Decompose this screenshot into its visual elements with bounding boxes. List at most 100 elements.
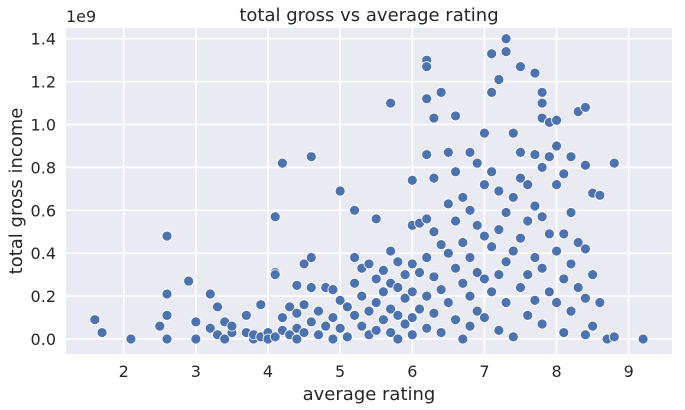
- data-point: [486, 48, 498, 60]
- data-point: [471, 267, 483, 278]
- data-point: [515, 232, 526, 244]
- data-point: [529, 252, 541, 263]
- data-point: [536, 97, 548, 109]
- x-tick-label: 9: [624, 362, 634, 381]
- data-point: [269, 211, 281, 223]
- data-point: [341, 331, 353, 343]
- data-point: [204, 322, 216, 334]
- data-point: [378, 314, 389, 326]
- data-point: [479, 127, 490, 139]
- data-point: [96, 327, 108, 338]
- data-point: [406, 286, 418, 298]
- data-point: [414, 303, 425, 315]
- y-axis-label: total gross income: [6, 108, 27, 275]
- data-point: [515, 172, 526, 184]
- data-point: [313, 305, 324, 317]
- data-point: [392, 256, 404, 268]
- data-point: [305, 316, 317, 328]
- data-point: [464, 146, 476, 158]
- data-point: [536, 318, 548, 330]
- data-point: [363, 305, 375, 317]
- data-point: [507, 127, 519, 139]
- data-point: [305, 151, 317, 163]
- data-point: [421, 149, 433, 160]
- x-tick-labels: 2 3 4 5 6 7 8 9: [119, 362, 634, 381]
- y-tick-labels: 0.0 0.2 0.4 0.6 0.8 1.0 1.2 1.4: [31, 30, 56, 349]
- data-point: [378, 264, 389, 276]
- y-tick-label: 0.0: [31, 330, 56, 349]
- data-point: [392, 282, 404, 293]
- data-point: [435, 239, 447, 251]
- data-point: [334, 322, 346, 334]
- x-tick-label: 7: [479, 362, 489, 381]
- data-point: [277, 312, 288, 323]
- data-point: [450, 110, 461, 122]
- data-point: [450, 262, 461, 274]
- data-point: [190, 316, 202, 328]
- data-point: [385, 303, 397, 315]
- data-point: [240, 309, 252, 321]
- data-point: [486, 166, 498, 178]
- y-tick-label: 1.2: [31, 73, 56, 92]
- data-point: [406, 258, 418, 270]
- data-point: [370, 325, 382, 336]
- data-point: [479, 312, 490, 323]
- data-point: [529, 294, 541, 306]
- data-point: [486, 241, 498, 253]
- data-point: [580, 243, 591, 255]
- chart-title: total gross vs average rating: [239, 5, 498, 26]
- data-point: [529, 67, 541, 79]
- data-point: [349, 277, 360, 289]
- data-point: [363, 258, 375, 270]
- data-point: [543, 286, 555, 298]
- data-point: [565, 151, 577, 163]
- data-point: [305, 282, 317, 293]
- data-point: [327, 312, 339, 323]
- data-point: [428, 307, 440, 319]
- data-point: [399, 318, 411, 330]
- data-point: [219, 333, 231, 345]
- data-point: [457, 277, 469, 289]
- data-point: [493, 224, 505, 236]
- data-point: [212, 301, 223, 313]
- data-point: [298, 299, 310, 311]
- data-point: [543, 228, 555, 240]
- data-point: [320, 320, 332, 332]
- data-point: [428, 172, 440, 184]
- data-point: [543, 151, 555, 163]
- y-tick-label: 0.6: [31, 201, 56, 220]
- data-point: [500, 297, 512, 308]
- data-point: [558, 168, 570, 180]
- data-point: [341, 301, 353, 313]
- data-point: [558, 228, 570, 240]
- data-point: [565, 258, 577, 270]
- data-point: [399, 292, 411, 304]
- data-point: [406, 312, 418, 323]
- data-point: [529, 200, 541, 212]
- data-point: [392, 309, 404, 321]
- data-point: [594, 297, 606, 308]
- data-point: [406, 329, 418, 341]
- data-point: [479, 179, 490, 190]
- data-point: [450, 166, 461, 178]
- data-point: [378, 286, 389, 298]
- data-point: [399, 269, 411, 281]
- data-point: [464, 320, 476, 332]
- data-point: [551, 297, 562, 308]
- data-point: [421, 322, 433, 334]
- data-point: [442, 146, 454, 158]
- data-point: [284, 301, 296, 313]
- data-point: [356, 290, 368, 302]
- data-point: [204, 288, 216, 300]
- data-point: [435, 86, 447, 98]
- data-point: [500, 46, 512, 57]
- y-tick-label: 0.4: [31, 244, 56, 263]
- data-point: [349, 309, 360, 321]
- data-point: [493, 269, 505, 281]
- x-tick-label: 5: [335, 362, 345, 381]
- x-tick-label: 8: [551, 362, 561, 381]
- data-point: [493, 185, 505, 197]
- data-point: [356, 320, 368, 332]
- data-point: [291, 279, 303, 291]
- data-point: [125, 333, 137, 345]
